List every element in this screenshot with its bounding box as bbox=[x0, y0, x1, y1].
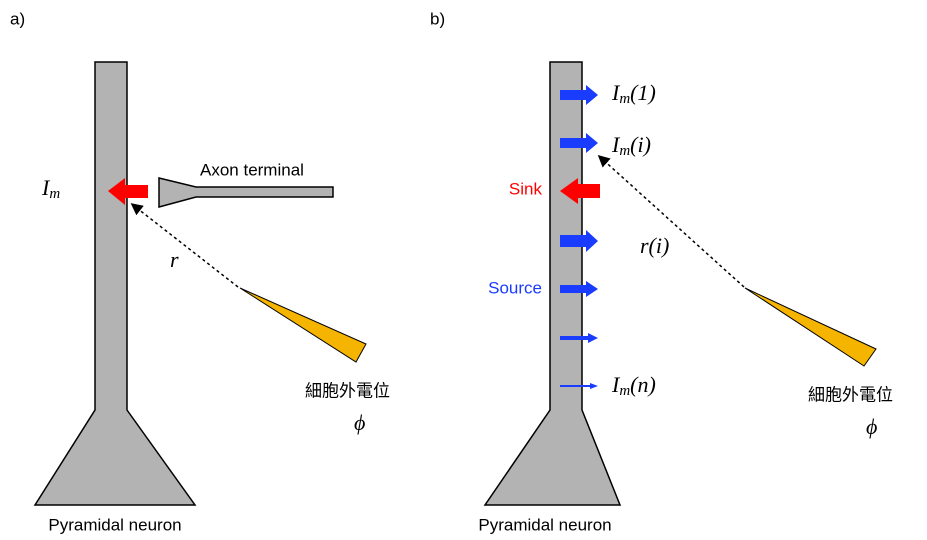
current-label: Im(n) bbox=[611, 372, 656, 399]
neuron bbox=[35, 62, 195, 505]
axon-terminal bbox=[159, 178, 333, 207]
electrode bbox=[240, 288, 366, 362]
electrode bbox=[745, 288, 876, 366]
neuron-label: Pyramidal neuron bbox=[478, 515, 611, 534]
source-label: Source bbox=[488, 278, 542, 297]
sink-label: Sink bbox=[509, 179, 543, 198]
axon-label: Axon terminal bbox=[200, 160, 304, 179]
current-label: Im bbox=[41, 175, 60, 202]
electrode-label: 細胞外電位 bbox=[305, 381, 390, 400]
distance-arrow bbox=[133, 205, 238, 287]
distance-label: r bbox=[170, 247, 179, 272]
potential-label: ϕ bbox=[866, 414, 877, 439]
current-label: Im(1) bbox=[611, 80, 656, 107]
diagram: a) Axon terminal Im r 細胞外電位 ϕ Pyramidal … bbox=[0, 0, 927, 540]
electrode-label: 細胞外電位 bbox=[808, 385, 893, 404]
distance-label: r(i) bbox=[640, 233, 669, 258]
panel-label: a) bbox=[10, 9, 25, 28]
current-label: Im(i) bbox=[611, 132, 651, 159]
neuron-label: Pyramidal neuron bbox=[48, 515, 181, 534]
distance-arrow bbox=[600, 157, 744, 287]
panel-label: b) bbox=[430, 9, 445, 28]
potential-label: ϕ bbox=[354, 410, 365, 435]
